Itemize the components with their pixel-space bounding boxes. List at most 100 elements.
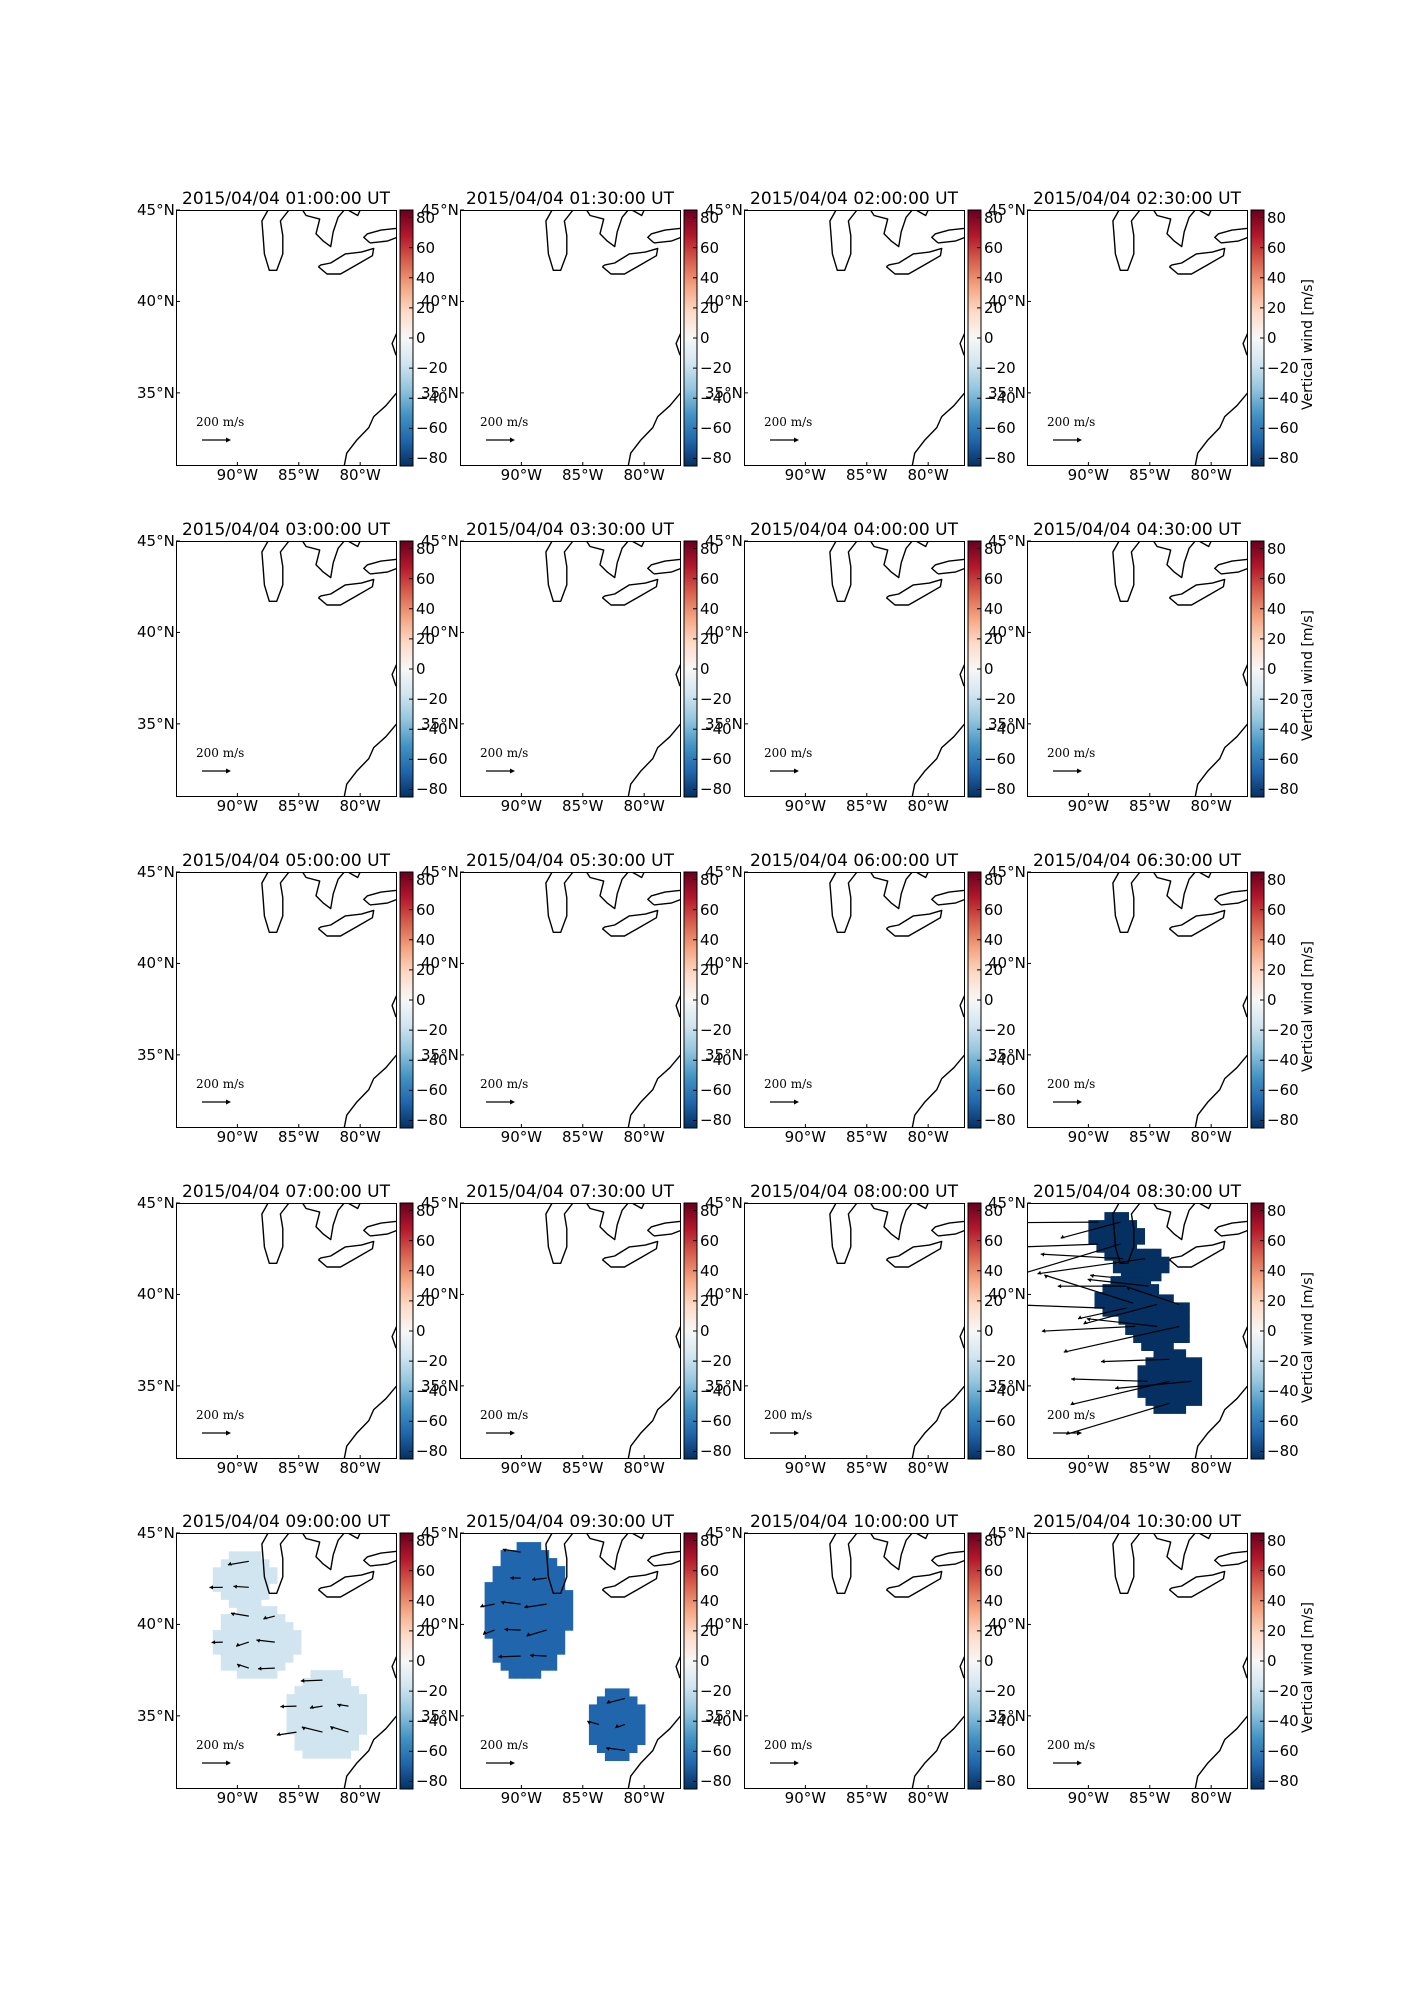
colorbar-tick-label: 80 (1267, 1201, 1287, 1220)
wind-cell (1165, 1318, 1174, 1327)
lon-label: 85°W (1129, 797, 1171, 815)
wind-cell (1136, 1264, 1146, 1274)
wind-cell (350, 1718, 360, 1727)
colorbar-tick-label: 20 (700, 298, 720, 317)
wind-cell (1088, 1228, 1097, 1237)
wind-cell (1137, 1365, 1147, 1374)
panel-title: 2015/04/04 01:30:00 UT (466, 189, 674, 209)
wind-cell (1136, 1248, 1146, 1258)
colorbar-tick-label: 60 (700, 900, 720, 919)
wind-cell (540, 1654, 550, 1663)
colorbar-tick-label: 0 (984, 329, 994, 347)
wind-cell (1193, 1389, 1203, 1398)
wind-cell (532, 1606, 542, 1615)
wind-cell (508, 1630, 518, 1639)
lat-label: 45°N (421, 532, 459, 550)
lat-label: 45°N (137, 1194, 175, 1212)
panel-title: 2015/04/04 06:00:00 UT (750, 851, 958, 871)
lon-label: 90°W (1067, 1128, 1110, 1146)
wind-cell (508, 1646, 518, 1655)
wind-cell (524, 1590, 534, 1599)
coastline (911, 1655, 965, 1789)
coastline (915, 872, 929, 879)
wind-cell (1161, 1389, 1171, 1398)
coastline (601, 578, 659, 606)
lat-label: 35°N (705, 1376, 743, 1395)
wind-cell (350, 1702, 360, 1711)
map-panel: 2015/04/04 10:00:00 UT 200 m/s 45°N 40°N 35°… (705, 1513, 1034, 1823)
wind-cell (1137, 1373, 1147, 1382)
wind-cell (564, 1598, 574, 1607)
wind-cell (310, 1670, 320, 1679)
wind-cell (524, 1574, 534, 1583)
coastline (1214, 558, 1248, 575)
coastline (631, 1203, 645, 1210)
wind-cell (556, 1566, 566, 1575)
wind-cell (1153, 1365, 1163, 1374)
wind-cell (556, 1622, 566, 1631)
wind-cell (1173, 1310, 1182, 1319)
map-plot (1027, 871, 1248, 1128)
panel-title: 2015/04/04 01:00:00 UT (182, 189, 390, 209)
wind-cell (302, 1742, 312, 1751)
wind-cell (1118, 1308, 1128, 1317)
colorbar (683, 540, 698, 798)
colorbar-label: Vertical wind [m/s] (1300, 610, 1316, 741)
wind-cell (310, 1750, 320, 1759)
wind-cell (252, 1622, 262, 1631)
wind-cell (326, 1702, 336, 1711)
wind-cell (334, 1726, 344, 1735)
coastline (829, 210, 858, 271)
colorbar-tick-label: 60 (1267, 1231, 1287, 1250)
wind-cell (1153, 1389, 1163, 1398)
map-frame (176, 872, 397, 1128)
lat-label: 45°N (988, 532, 1026, 550)
wind-cell (1152, 1248, 1162, 1258)
panel-title: 2015/04/04 08:30:00 UT (1033, 1182, 1241, 1202)
wind-cell (516, 1550, 526, 1559)
wind-cell (508, 1598, 518, 1607)
coastline (647, 227, 681, 244)
wind-arrowhead (1087, 1278, 1092, 1283)
colorbar-tick-label: 60 (416, 900, 436, 919)
wind-arrowhead (1041, 1328, 1046, 1333)
wind-cell (1157, 1310, 1166, 1319)
wind-cell (604, 1736, 614, 1745)
wind-cell (540, 1598, 550, 1607)
coastline (829, 1533, 858, 1594)
coastline (829, 541, 858, 602)
lat-label: 45°N (137, 1524, 175, 1542)
wind-cell (358, 1710, 368, 1719)
coastline (869, 1533, 913, 1571)
coastline (1152, 1203, 1196, 1241)
colorbar (683, 209, 698, 467)
coastline (631, 210, 645, 217)
lon-label: 85°W (562, 1128, 604, 1146)
wind-cell (1150, 1284, 1160, 1293)
coastline (1112, 541, 1141, 602)
map-plot (460, 209, 681, 466)
colorbar (399, 209, 414, 467)
wind-cell (1165, 1334, 1174, 1343)
wind-cell (1153, 1349, 1163, 1358)
map-panel: 2015/04/04 08:30:00 UT 200 m/s 45°N 40°N 35°… (988, 1182, 1317, 1493)
wind-cell (596, 1712, 606, 1721)
coastline (1168, 1570, 1226, 1598)
wind-cell (604, 1728, 614, 1737)
wind-cell (532, 1654, 542, 1663)
coastline (885, 1240, 943, 1268)
coastline (1168, 909, 1226, 937)
wind-arrow (1086, 1318, 1158, 1327)
wind-cell (540, 1550, 550, 1559)
wind-cell (244, 1614, 254, 1623)
map-frame (744, 210, 965, 466)
wind-arrowhead (236, 1642, 241, 1647)
wind-cell (1142, 1276, 1152, 1285)
wind-cell (516, 1646, 526, 1655)
map-plot (744, 540, 965, 797)
colorbar-tick-label: 80 (416, 539, 436, 558)
wind-cell (228, 1638, 238, 1647)
wind-cell (532, 1598, 542, 1607)
wind-cell (252, 1630, 262, 1639)
coastline (931, 558, 965, 575)
